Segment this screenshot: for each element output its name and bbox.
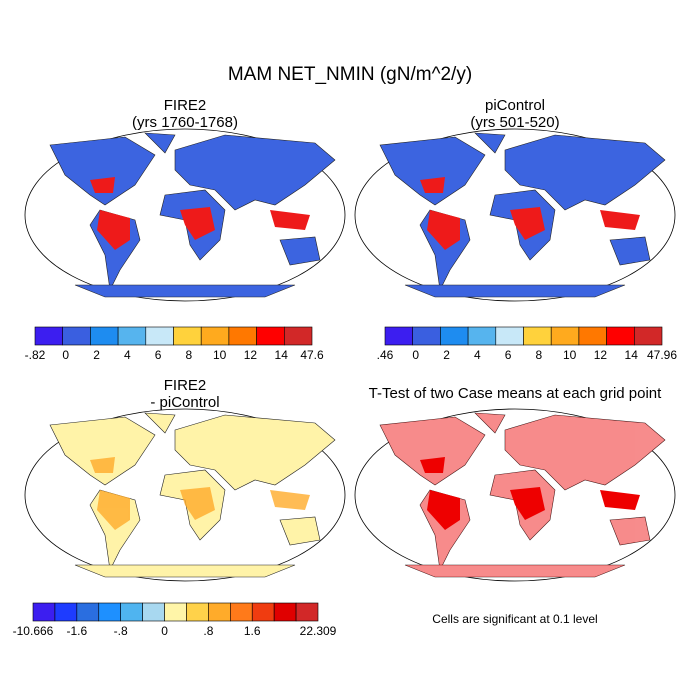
map-picontrol [354, 128, 676, 302]
colorbar-box [633, 326, 663, 346]
colorbar-box [200, 326, 230, 346]
colorbar-box [164, 602, 187, 622]
colorbar-box [32, 602, 56, 622]
colorbar-box [117, 326, 147, 346]
colorbar-label: 0 [161, 624, 168, 638]
colorbar-label: 14 [625, 348, 639, 362]
colorbar-box [208, 602, 231, 622]
colorbar-label: 0 [412, 348, 419, 362]
map-ttest [354, 408, 676, 582]
colorbar-box [62, 326, 91, 346]
colorbar-label: 8 [186, 348, 193, 362]
colorbar-label: 2 [443, 348, 450, 362]
panel-title: piControl [485, 97, 545, 114]
colorbar-box [230, 602, 253, 622]
panel-note: Cells are significant at 0.1 level [432, 612, 597, 626]
colorbar-label: 2 [93, 348, 100, 362]
colorbar-label: 1.6 [244, 624, 261, 638]
colorbar-box [440, 326, 469, 346]
colorbar-label: -.8 [114, 624, 128, 638]
colorbar-box [228, 326, 257, 346]
colorbar-label: 8 [536, 348, 543, 362]
map-difference [24, 408, 346, 582]
panel-title: - piControl [150, 394, 219, 411]
colorbar-box [495, 326, 524, 346]
colorbar-box [273, 602, 297, 622]
colorbar-label: 10 [213, 348, 227, 362]
colorbar-label: .46 [377, 348, 394, 362]
colorbar-label: 12 [594, 348, 608, 362]
colorbar-box [90, 326, 119, 346]
colorbar-box [98, 602, 121, 622]
colorbar-box [251, 602, 275, 622]
colorbar-box [467, 326, 497, 346]
colorbar-label: 4 [124, 348, 131, 362]
colorbar-label: 14 [275, 348, 289, 362]
colorbar-box [142, 602, 165, 622]
colorbar-label: -.82 [25, 348, 46, 362]
colorbar-box [145, 326, 174, 346]
panel-title: T-Test of two Case means at each grid po… [369, 385, 662, 402]
map-fire2 [24, 128, 346, 302]
colorbar-box [186, 602, 209, 622]
colorbar-box [295, 602, 319, 622]
colorbar-box [173, 326, 202, 346]
colorbar-label: 47.6 [300, 348, 324, 362]
colorbar-box [384, 326, 414, 346]
colorbar-label: 12 [244, 348, 258, 362]
colorbar-label: 22.309 [300, 624, 337, 638]
colorbar-box [550, 326, 580, 346]
colorbar-box [54, 602, 78, 622]
colorbar-label: -1.6 [67, 624, 88, 638]
colorbar-label: 6 [505, 348, 512, 362]
panel-title: (yrs 1760-1768) [132, 114, 238, 131]
colorbar-box [76, 602, 100, 622]
colorbar-label: 47.96 [647, 348, 677, 362]
colorbar-box [283, 326, 313, 346]
colorbar-label: .8 [203, 624, 213, 638]
colorbar-label: 10 [563, 348, 577, 362]
colorbar-label: 0 [62, 348, 69, 362]
figure-title: MAM NET_NMIN (gN/m^2/y) [228, 64, 472, 85]
colorbar-box [120, 602, 143, 622]
colorbar-box [34, 326, 64, 346]
colorbar-label: 4 [474, 348, 481, 362]
colorbar-label: 6 [155, 348, 162, 362]
colorbar-box [412, 326, 441, 346]
colorbar-box [256, 326, 285, 346]
panel-title: (yrs 501-520) [470, 114, 559, 131]
colorbar-box [578, 326, 607, 346]
colorbar-box [523, 326, 552, 346]
colorbar-label: -10.666 [13, 624, 54, 638]
panel-title: FIRE2 [164, 97, 207, 114]
colorbar-box [606, 326, 635, 346]
panel-title: FIRE2 [164, 377, 207, 394]
